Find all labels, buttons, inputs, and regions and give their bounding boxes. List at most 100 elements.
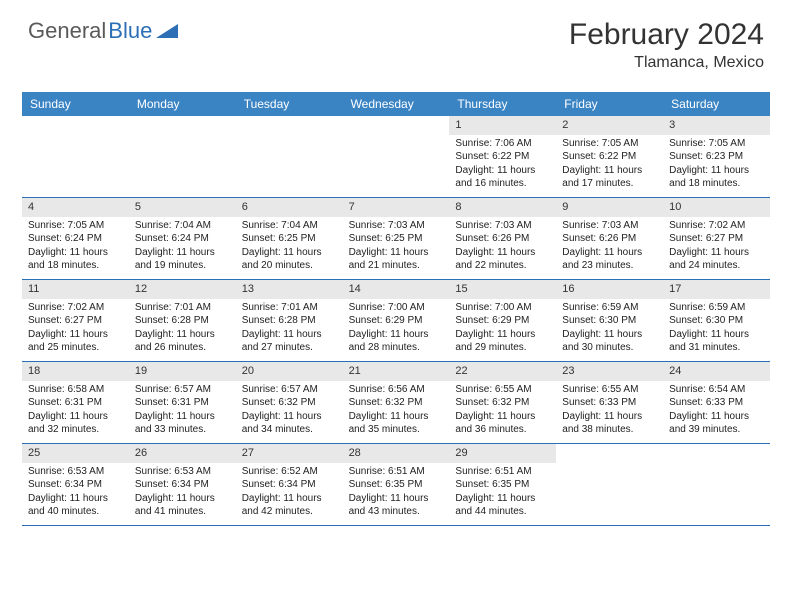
sunrise-line: Sunrise: 6:59 AM (562, 301, 657, 315)
location: Tlamanca, Mexico (569, 54, 764, 72)
sunrise-line: Sunrise: 6:59 AM (669, 301, 764, 315)
day-body: Sunrise: 6:58 AMSunset: 6:31 PMDaylight:… (22, 382, 129, 441)
sunset-line: Sunset: 6:31 PM (135, 396, 230, 410)
day-cell: 25Sunrise: 6:53 AMSunset: 6:34 PMDayligh… (22, 444, 129, 526)
sunrise-line: Sunrise: 7:03 AM (349, 219, 444, 233)
sunset-line: Sunset: 6:30 PM (562, 314, 657, 328)
day-number: 19 (129, 362, 236, 381)
day-body: Sunrise: 7:06 AMSunset: 6:22 PMDaylight:… (449, 136, 556, 195)
day-number: 24 (663, 362, 770, 381)
day-cell: 5Sunrise: 7:04 AMSunset: 6:24 PMDaylight… (129, 198, 236, 280)
day-body: Sunrise: 7:00 AMSunset: 6:29 PMDaylight:… (343, 300, 450, 359)
day-cell: 7Sunrise: 7:03 AMSunset: 6:25 PMDaylight… (343, 198, 450, 280)
daylight-line: Daylight: 11 hours and 44 minutes. (455, 492, 550, 519)
sunrise-line: Sunrise: 7:03 AM (455, 219, 550, 233)
day-body: Sunrise: 6:59 AMSunset: 6:30 PMDaylight:… (556, 300, 663, 359)
day-number: 27 (236, 444, 343, 463)
day-number: 4 (22, 198, 129, 217)
day-number: 11 (22, 280, 129, 299)
sunset-line: Sunset: 6:34 PM (28, 478, 123, 492)
daylight-line: Daylight: 11 hours and 36 minutes. (455, 410, 550, 437)
sunset-line: Sunset: 6:23 PM (669, 150, 764, 164)
sunrise-line: Sunrise: 6:53 AM (28, 465, 123, 479)
daylight-line: Daylight: 11 hours and 24 minutes. (669, 246, 764, 273)
sunset-line: Sunset: 6:33 PM (562, 396, 657, 410)
sunset-line: Sunset: 6:35 PM (349, 478, 444, 492)
day-number: 26 (129, 444, 236, 463)
sunrise-line: Sunrise: 7:02 AM (669, 219, 764, 233)
day-cell: 14Sunrise: 7:00 AMSunset: 6:29 PMDayligh… (343, 280, 450, 362)
day-cell: 3Sunrise: 7:05 AMSunset: 6:23 PMDaylight… (663, 116, 770, 198)
day-number: 12 (129, 280, 236, 299)
day-number: 16 (556, 280, 663, 299)
sunset-line: Sunset: 6:29 PM (349, 314, 444, 328)
day-cell: 27Sunrise: 6:52 AMSunset: 6:34 PMDayligh… (236, 444, 343, 526)
sunrise-line: Sunrise: 7:05 AM (28, 219, 123, 233)
day-body: Sunrise: 6:52 AMSunset: 6:34 PMDaylight:… (236, 464, 343, 523)
header: GeneralBlue February 2024 Tlamanca, Mexi… (0, 0, 792, 80)
month-title: February 2024 (569, 18, 764, 52)
day-body: Sunrise: 6:57 AMSunset: 6:32 PMDaylight:… (236, 382, 343, 441)
sunset-line: Sunset: 6:27 PM (28, 314, 123, 328)
logo-triangle-icon (156, 18, 178, 44)
day-number: 5 (129, 198, 236, 217)
sunrise-line: Sunrise: 7:03 AM (562, 219, 657, 233)
day-body: Sunrise: 7:02 AMSunset: 6:27 PMDaylight:… (663, 218, 770, 277)
sunset-line: Sunset: 6:32 PM (349, 396, 444, 410)
day-cell: 15Sunrise: 7:00 AMSunset: 6:29 PMDayligh… (449, 280, 556, 362)
daylight-line: Daylight: 11 hours and 35 minutes. (349, 410, 444, 437)
sunrise-line: Sunrise: 6:52 AM (242, 465, 337, 479)
day-body: Sunrise: 7:04 AMSunset: 6:25 PMDaylight:… (236, 218, 343, 277)
sunrise-line: Sunrise: 6:54 AM (669, 383, 764, 397)
daylight-line: Daylight: 11 hours and 33 minutes. (135, 410, 230, 437)
day-body: Sunrise: 6:55 AMSunset: 6:33 PMDaylight:… (556, 382, 663, 441)
empty-cell (236, 116, 343, 198)
sunrise-line: Sunrise: 6:56 AM (349, 383, 444, 397)
day-number: 3 (663, 116, 770, 135)
daylight-line: Daylight: 11 hours and 27 minutes. (242, 328, 337, 355)
sunrise-line: Sunrise: 6:51 AM (349, 465, 444, 479)
day-body: Sunrise: 6:59 AMSunset: 6:30 PMDaylight:… (663, 300, 770, 359)
sunrise-line: Sunrise: 7:02 AM (28, 301, 123, 315)
day-number: 15 (449, 280, 556, 299)
sunrise-line: Sunrise: 7:00 AM (455, 301, 550, 315)
day-cell: 24 Sunrise: 6:54 AMSunset: 6:33 PMDayligh… (663, 362, 770, 444)
day-header-cell: Wednesday (343, 92, 450, 116)
daylight-line: Daylight: 11 hours and 16 minutes. (455, 164, 550, 191)
day-body: Sunrise: 6:51 AMSunset: 6:35 PMDaylight:… (343, 464, 450, 523)
sunrise-line: Sunrise: 7:00 AM (349, 301, 444, 315)
day-cell: 17Sunrise: 6:59 AMSunset: 6:30 PMDayligh… (663, 280, 770, 362)
day-header-cell: Thursday (449, 92, 556, 116)
day-number: 18 (22, 362, 129, 381)
day-cell: 26Sunrise: 6:53 AMSunset: 6:34 PMDayligh… (129, 444, 236, 526)
daylight-line: Daylight: 11 hours and 19 minutes. (135, 246, 230, 273)
day-body: Sunrise: 7:02 AMSunset: 6:27 PMDaylight:… (22, 300, 129, 359)
sunset-line: Sunset: 6:33 PM (669, 396, 764, 410)
sunset-line: Sunset: 6:32 PM (455, 396, 550, 410)
day-header-cell: Tuesday (236, 92, 343, 116)
sunrise-line: Sunrise: 7:01 AM (135, 301, 230, 315)
empty-cell (129, 116, 236, 198)
sunset-line: Sunset: 6:35 PM (455, 478, 550, 492)
daylight-line: Daylight: 11 hours and 25 minutes. (28, 328, 123, 355)
sunrise-line: Sunrise: 7:05 AM (562, 137, 657, 151)
daylight-line: Daylight: 11 hours and 28 minutes. (349, 328, 444, 355)
sunset-line: Sunset: 6:22 PM (455, 150, 550, 164)
sunrise-line: Sunrise: 6:51 AM (455, 465, 550, 479)
day-number: 9 (556, 198, 663, 217)
day-cell: 8Sunrise: 7:03 AMSunset: 6:26 PMDaylight… (449, 198, 556, 280)
day-body: Sunrise: 6:53 AMSunset: 6:34 PMDaylight:… (22, 464, 129, 523)
day-cell: 12Sunrise: 7:01 AMSunset: 6:28 PMDayligh… (129, 280, 236, 362)
logo-text-blue: Blue (108, 18, 152, 44)
sunset-line: Sunset: 6:31 PM (28, 396, 123, 410)
sunset-line: Sunset: 6:27 PM (669, 232, 764, 246)
day-body: Sunrise: 6:53 AMSunset: 6:34 PMDaylight:… (129, 464, 236, 523)
daylight-line: Daylight: 11 hours and 39 minutes. (669, 410, 764, 437)
empty-cell (556, 444, 663, 526)
day-body: Sunrise: 6:55 AMSunset: 6:32 PMDaylight:… (449, 382, 556, 441)
daylight-line: Daylight: 11 hours and 18 minutes. (669, 164, 764, 191)
daylight-line: Daylight: 11 hours and 32 minutes. (28, 410, 123, 437)
daylight-line: Daylight: 11 hours and 20 minutes. (242, 246, 337, 273)
sunrise-line: Sunrise: 6:53 AM (135, 465, 230, 479)
day-number: 21 (343, 362, 450, 381)
